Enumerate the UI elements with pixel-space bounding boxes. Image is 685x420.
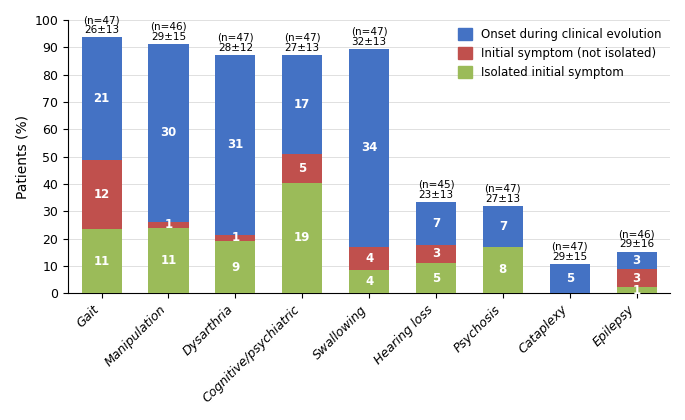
- Text: 3: 3: [632, 272, 640, 285]
- Text: 29±15: 29±15: [552, 252, 587, 262]
- Legend: Onset during clinical evolution, Initial symptom (not isolated), Isolated initia: Onset during clinical evolution, Initial…: [453, 24, 667, 84]
- Text: 27±13: 27±13: [485, 194, 521, 204]
- Bar: [416, 202, 456, 244]
- Text: (n=47): (n=47): [217, 33, 253, 42]
- Bar: [282, 183, 322, 293]
- Bar: [549, 264, 590, 293]
- Bar: [282, 55, 322, 154]
- Bar: [149, 222, 188, 228]
- Y-axis label: Patients (%): Patients (%): [15, 115, 29, 199]
- Text: 1: 1: [164, 218, 173, 231]
- Text: 31: 31: [227, 139, 243, 152]
- Text: 5: 5: [298, 162, 306, 175]
- Text: (n=46): (n=46): [619, 229, 655, 239]
- Text: 3: 3: [632, 254, 640, 267]
- Text: 29±16: 29±16: [619, 239, 654, 249]
- Text: 7: 7: [432, 217, 440, 230]
- Text: 5: 5: [432, 271, 440, 284]
- Bar: [215, 235, 256, 241]
- Bar: [82, 160, 122, 229]
- Text: 11: 11: [160, 254, 177, 267]
- Bar: [483, 206, 523, 247]
- Text: 4: 4: [365, 275, 373, 288]
- Text: 29±15: 29±15: [151, 32, 186, 42]
- Text: 11: 11: [93, 255, 110, 268]
- Text: 23±13: 23±13: [419, 190, 453, 200]
- Text: 26±13: 26±13: [84, 25, 119, 35]
- Bar: [149, 228, 188, 293]
- Bar: [349, 247, 389, 270]
- Text: 1: 1: [232, 231, 239, 244]
- Bar: [416, 263, 456, 293]
- Text: 5: 5: [566, 272, 574, 285]
- Text: (n=46): (n=46): [150, 21, 187, 32]
- Text: (n=47): (n=47): [351, 27, 388, 37]
- Text: (n=47): (n=47): [484, 184, 521, 194]
- Text: 34: 34: [361, 142, 377, 155]
- Bar: [215, 55, 256, 235]
- Bar: [416, 244, 456, 263]
- Bar: [282, 154, 322, 183]
- Text: 4: 4: [365, 252, 373, 265]
- Bar: [616, 270, 657, 287]
- Text: 27±13: 27±13: [285, 43, 320, 52]
- Text: 8: 8: [499, 263, 507, 276]
- Bar: [616, 252, 657, 270]
- Bar: [215, 241, 256, 293]
- Text: 17: 17: [294, 98, 310, 111]
- Bar: [349, 270, 389, 293]
- Bar: [149, 44, 188, 222]
- Text: 3: 3: [432, 247, 440, 260]
- Text: 9: 9: [232, 260, 240, 273]
- Text: 7: 7: [499, 220, 507, 233]
- Text: 1: 1: [632, 284, 640, 297]
- Text: 19: 19: [294, 231, 310, 244]
- Text: 30: 30: [160, 126, 177, 139]
- Text: (n=45): (n=45): [418, 180, 454, 190]
- Bar: [616, 287, 657, 293]
- Bar: [349, 49, 389, 247]
- Text: (n=47): (n=47): [551, 242, 588, 252]
- Text: 21: 21: [93, 92, 110, 105]
- Bar: [82, 229, 122, 293]
- Text: (n=47): (n=47): [84, 15, 120, 25]
- Bar: [483, 247, 523, 293]
- Text: (n=47): (n=47): [284, 33, 321, 42]
- Text: 12: 12: [93, 188, 110, 201]
- Text: 28±12: 28±12: [218, 43, 253, 52]
- Text: 32±13: 32±13: [351, 37, 386, 47]
- Bar: [82, 37, 122, 160]
